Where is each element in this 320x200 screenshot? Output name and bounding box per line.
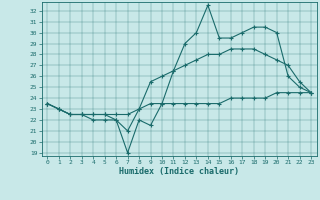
X-axis label: Humidex (Indice chaleur): Humidex (Indice chaleur) bbox=[119, 167, 239, 176]
